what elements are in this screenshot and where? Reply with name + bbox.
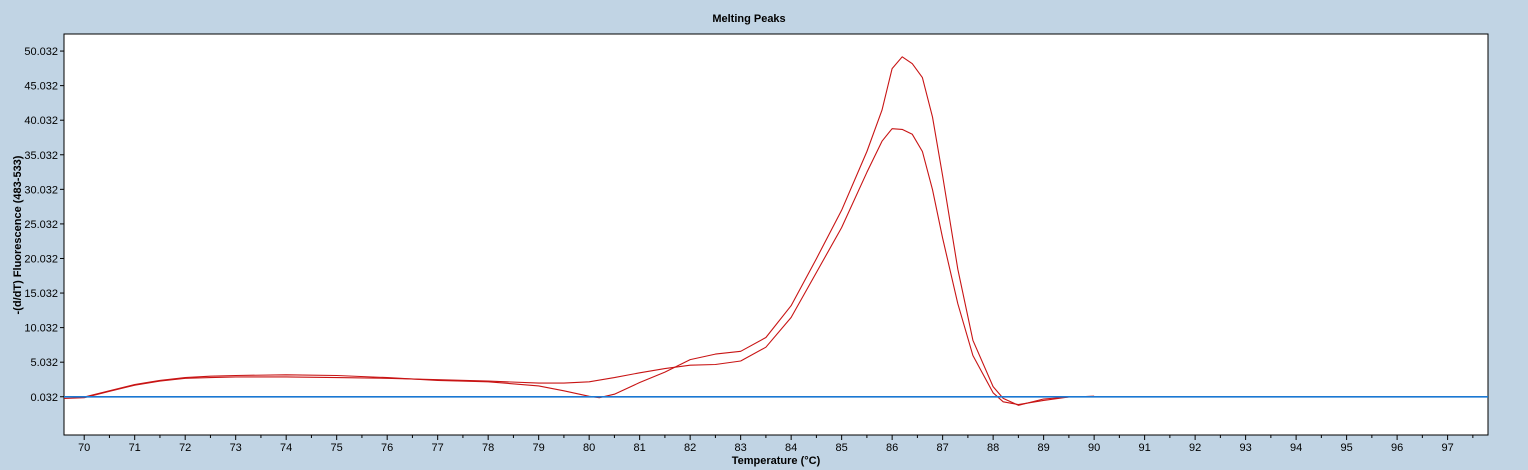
x-tick-label: 79 — [533, 442, 545, 454]
plot-area — [63, 33, 1489, 436]
x-tick-label: 90 — [1088, 442, 1100, 454]
y-tick-label: 40.032 — [24, 115, 58, 127]
x-tick-label: 88 — [987, 442, 999, 454]
y-tick-label: 10.032 — [24, 323, 58, 335]
x-tick-label: 86 — [886, 442, 898, 454]
sample-curve-2 — [64, 56, 1095, 406]
x-tick-label: 91 — [1138, 442, 1150, 454]
x-axis: 70 71 72 73 74 75 76 77 78 79 80 81 82 83 84 85 86 87 88 89… — [78, 435, 1474, 454]
x-tick-label: 77 — [432, 442, 444, 454]
x-tick-label: 72 — [179, 442, 191, 454]
x-tick-label: 75 — [331, 442, 343, 454]
y-tick-label: 35.032 — [24, 150, 58, 162]
y-tick-label: 25.032 — [24, 219, 58, 231]
x-tick-label: 81 — [634, 442, 646, 454]
chart-title: Melting Peaks — [712, 13, 785, 25]
x-tick-label: 94 — [1290, 442, 1302, 454]
x-tick-label: 73 — [230, 442, 242, 454]
x-tick-label: 76 — [381, 442, 393, 454]
x-tick-label: 82 — [684, 442, 696, 454]
y-tick-label: 20.032 — [24, 253, 58, 265]
x-tick-label: 96 — [1391, 442, 1403, 454]
y-tick-label: 45.032 — [24, 81, 58, 93]
x-tick-label: 97 — [1441, 442, 1453, 454]
x-tick-label: 84 — [785, 442, 797, 454]
x-tick-label: 92 — [1189, 442, 1201, 454]
y-tick-label: 15.032 — [24, 288, 58, 300]
x-tick-label: 70 — [78, 442, 90, 454]
y-tick-label: 50.032 — [24, 46, 58, 58]
series-layer — [63, 56, 1488, 406]
x-tick-label: 93 — [1239, 442, 1251, 454]
y-tick-label: 5.032 — [30, 357, 58, 369]
sample-curve-1 — [63, 128, 1095, 406]
x-tick-label: 87 — [937, 442, 949, 454]
x-axis-title: Temperature (°C) — [732, 455, 821, 467]
y-axis: 0.032 5.032 10.032 15.032 20.032 25.032 30.032… — [24, 46, 64, 404]
x-tick-label: 83 — [735, 442, 747, 454]
x-tick-label: 85 — [836, 442, 848, 454]
y-axis-title: -(d/dT) Fluorescence (483-533) — [12, 155, 24, 314]
x-tick-label: 95 — [1340, 442, 1352, 454]
y-tick-label: 0.032 — [30, 392, 58, 404]
x-tick-label: 71 — [129, 442, 141, 454]
x-tick-label: 78 — [482, 442, 494, 454]
x-tick-label: 89 — [1038, 442, 1050, 454]
y-tick-label: 30.032 — [24, 184, 58, 196]
x-tick-label: 74 — [280, 442, 292, 454]
x-tick-label: 80 — [583, 442, 595, 454]
